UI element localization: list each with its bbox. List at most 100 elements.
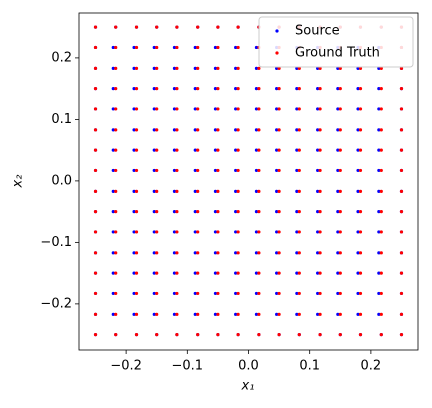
point [132,291,136,296]
point [172,45,177,50]
point [152,271,156,275]
point [254,107,259,111]
point [316,230,320,234]
point [134,45,139,50]
point [234,107,238,111]
point [111,312,115,316]
plot-frame [78,12,419,351]
point [338,333,342,337]
point [114,87,118,91]
point [297,87,301,91]
point [336,271,340,275]
point [114,45,118,50]
point [338,312,342,316]
point [234,312,238,316]
point [175,128,179,132]
point [175,45,179,50]
point [295,271,299,275]
point [358,291,363,296]
point [175,271,179,275]
point [379,291,383,296]
point [132,66,136,70]
point [114,251,118,255]
point [193,168,197,173]
point [172,189,177,193]
point [358,168,363,173]
point [93,107,98,111]
point [152,230,156,234]
point [172,148,177,152]
point [295,189,299,193]
point [152,128,156,132]
point [277,210,281,214]
point [132,45,136,50]
point [175,230,179,234]
point [257,107,261,111]
point [254,291,259,296]
point [295,87,299,91]
point [338,271,342,275]
point [236,210,240,214]
point [111,251,115,255]
point [155,333,159,337]
point [132,128,136,132]
point [114,128,118,132]
point [134,230,139,234]
point [377,87,381,91]
point [213,45,218,50]
point [356,66,360,70]
point [336,128,340,132]
point [193,210,197,214]
point [295,66,299,70]
point [318,251,322,255]
point [336,230,340,234]
point [254,271,259,275]
point [336,148,340,152]
point [254,189,259,193]
point [358,148,363,152]
point [114,66,118,70]
point [216,291,220,296]
point [132,251,136,255]
point [132,168,136,173]
point [152,148,156,152]
point [379,168,383,173]
point [134,312,139,316]
point [377,271,381,275]
point [318,87,322,91]
point [277,230,281,234]
point [155,25,159,29]
point [318,271,322,275]
point [132,148,136,152]
point [114,107,118,111]
point [399,66,404,70]
point [277,148,281,152]
point [336,312,340,316]
point [275,230,279,234]
point [172,66,177,70]
point [358,333,363,337]
point [377,66,381,70]
point [379,148,383,152]
point [155,45,159,50]
point [316,291,320,296]
point [234,251,238,255]
point [316,312,320,316]
point [216,107,220,111]
point [111,230,115,234]
point [216,25,220,29]
point [277,291,281,296]
point [93,210,98,214]
point [254,312,259,316]
point [213,189,218,193]
point [257,230,261,234]
point [377,128,381,132]
point [172,230,177,234]
point [257,271,261,275]
point [213,107,218,111]
point [155,168,159,173]
point [257,87,261,91]
x-tick-label: −0.1 [172,359,204,374]
point [155,66,159,70]
point [132,107,136,111]
